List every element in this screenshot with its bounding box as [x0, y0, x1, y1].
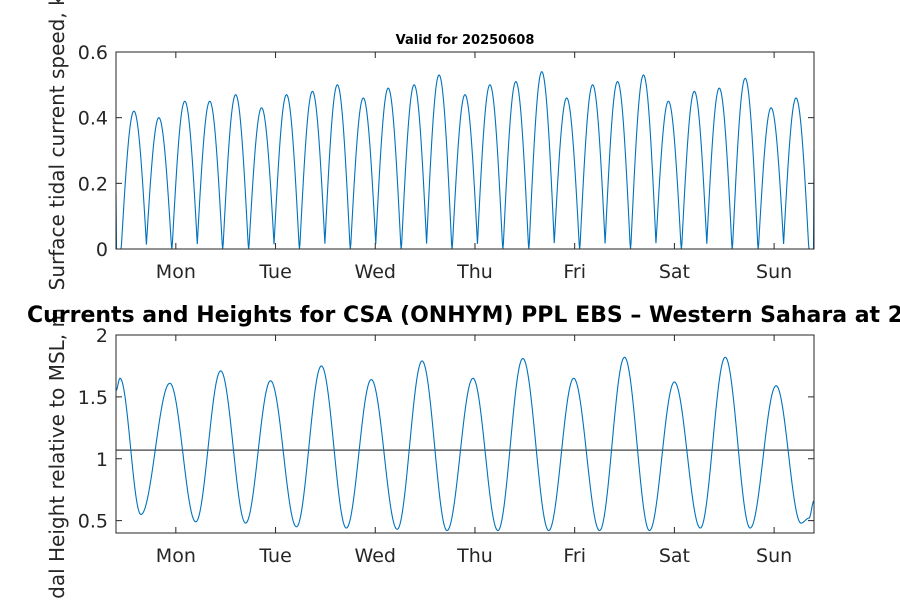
current-series-line [115, 71, 815, 250]
height-xtick-label: Fri [563, 545, 586, 567]
height-xtick-label: Mon [156, 545, 196, 567]
current-xtick-label: Mon [156, 261, 196, 283]
current-xtick-label: Fri [563, 261, 586, 283]
height-xtick-label: Sat [659, 545, 690, 567]
tidal-height-panel: 0.5 1 1.5 2 Mon Tue Wed Thu Fri Sat Sun Tidal Heig… [45, 308, 815, 600]
height-ytick-label: 1 [96, 449, 108, 471]
current-chart-title: Valid for 20250608 [396, 33, 535, 48]
height-ytick-label: 0.5 [78, 511, 108, 533]
current-speed-panel: Valid for 20250608 0 0.2 0.4 0.6 Mon Tue Wed Th… [45, 0, 815, 290]
height-ytick-label: 1.5 [78, 387, 108, 409]
current-ytick-label: 0.6 [78, 42, 108, 64]
tidal-height-plot: 0.5 1 1.5 2 Mon Tue Wed Thu Fri Sat Sun [78, 325, 815, 567]
figure-title: Currents and Heights for CSA (ONHYM) PPL… [27, 303, 900, 328]
current-ytick-label: 0.4 [78, 108, 108, 130]
height-y-axis-label: Tidal Height relative to MSL, m [45, 308, 69, 600]
height-ytick-label: 2 [96, 325, 108, 347]
height-xtick-label: Wed [355, 545, 396, 567]
current-ytick-label: 0 [96, 239, 108, 261]
current-axes-box [115, 51, 815, 250]
current-speed-plot: 0 0.2 0.4 0.6 Mon Tue Wed Thu Fri Sat Sun [78, 42, 815, 283]
current-ytick-label: 0.2 [78, 173, 108, 195]
height-series-line [115, 356, 815, 532]
height-xtick-label: Tue [258, 545, 291, 567]
height-axes-box [115, 334, 815, 534]
current-xtick-label: Sun [756, 261, 792, 283]
current-y-axis-label: Surface tidal current speed, kn [45, 0, 69, 290]
height-xtick-label: Sun [756, 545, 792, 567]
current-xtick-label: Tue [258, 261, 291, 283]
height-xtick-label: Thu [456, 545, 493, 567]
current-xtick-label: Thu [456, 261, 493, 283]
current-xtick-label: Sat [659, 261, 690, 283]
current-xtick-label: Wed [355, 261, 396, 283]
